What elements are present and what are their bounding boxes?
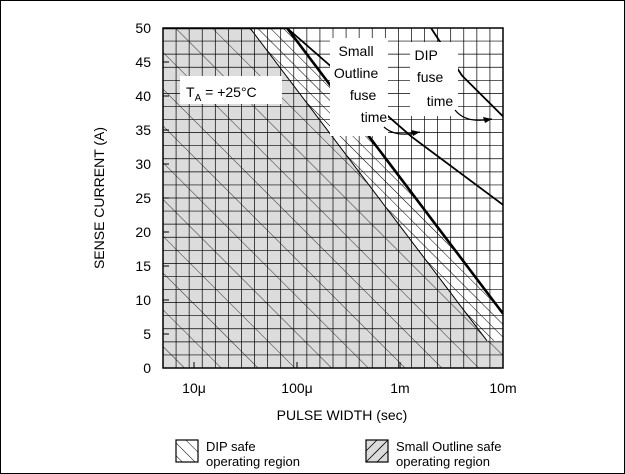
- x-tick-label: 100μ: [281, 380, 312, 396]
- y-tick-label: 40: [135, 88, 151, 104]
- dip-fuse-arrowhead: [483, 117, 492, 123]
- legend-label-dip-1: DIP safe: [206, 439, 256, 454]
- svg-text:Small Outline safe ope: Small Outline safe operating region: [396, 439, 505, 469]
- x-tick-label: 1m: [390, 380, 409, 396]
- so-label-line-4: time: [361, 109, 388, 125]
- x-axis-title: PULSE WIDTH (sec): [277, 407, 408, 423]
- dip-label-line-3: time: [427, 93, 454, 109]
- small-outline-fuse-curve: [286, 27, 504, 206]
- y-tick-label: 50: [135, 20, 151, 36]
- small-outline-boundary-line: [163, 28, 488, 342]
- dip-label-line-2: fuse: [417, 69, 444, 85]
- y-tick-label: 5: [143, 326, 151, 342]
- x-tick-label: 10m: [489, 380, 516, 396]
- svg-text:DIP safe operating reg: DIP safe operating region: [206, 439, 300, 469]
- svg-text:DIP fuse time: DIP fuse time: [415, 47, 454, 109]
- annotation-text: TA = +25°C: [186, 84, 257, 104]
- legend-label-small-outline-1: Small Outline safe: [396, 439, 502, 454]
- dip-label-line-1: DIP: [415, 47, 438, 63]
- plot-area: [163, 28, 503, 368]
- legend-item-dip: DIP safe operating region: [175, 439, 300, 469]
- so-fuse-arrowhead: [411, 130, 420, 136]
- y-tick-label: 30: [135, 156, 151, 172]
- y-axis: 0 5 10 15 20 25 30 35 40 45 50: [135, 20, 169, 376]
- y-tick-label: 45: [135, 54, 151, 70]
- y-axis-title: SENSE CURRENT (A): [91, 127, 107, 269]
- y-tick-label: 20: [135, 224, 151, 240]
- svg-text:Small Outline fuse: Small Outline fuse time: [334, 43, 388, 125]
- small-outline-fuse-label: Small Outline fuse time: [330, 38, 388, 136]
- label-background: [410, 42, 458, 116]
- legend-label-small-outline-2: operating region: [396, 454, 490, 469]
- y-tick-label: 0: [143, 360, 151, 376]
- dip-fuse-label: DIP fuse time: [410, 42, 458, 116]
- y-tick-label: 25: [135, 190, 151, 206]
- x-axis: 10μ 100μ 1m 10m: [182, 362, 517, 396]
- x-tick-label: 10μ: [182, 380, 206, 396]
- so-label-line-2: Outline: [334, 65, 379, 81]
- legend: DIP safe operating region Small Outline …: [175, 439, 505, 469]
- y-tick-label: 15: [135, 258, 151, 274]
- so-label-line-1: Small: [339, 43, 374, 59]
- small-outline-diagonals: [163, 28, 503, 368]
- legend-item-small-outline: Small Outline safe operating region: [365, 439, 505, 469]
- legend-label-dip-2: operating region: [206, 454, 300, 469]
- legend-swatch-dip: [175, 439, 199, 463]
- label-background: [330, 38, 388, 136]
- dip-boundary-line: [163, 28, 503, 315]
- y-tick-label: 10: [135, 292, 151, 308]
- y-tick-label: 35: [135, 122, 151, 138]
- ambient-temperature-annotation: TA = +25°C: [180, 76, 282, 104]
- so-label-line-3: fuse: [350, 87, 377, 103]
- annotation-box: [180, 76, 282, 104]
